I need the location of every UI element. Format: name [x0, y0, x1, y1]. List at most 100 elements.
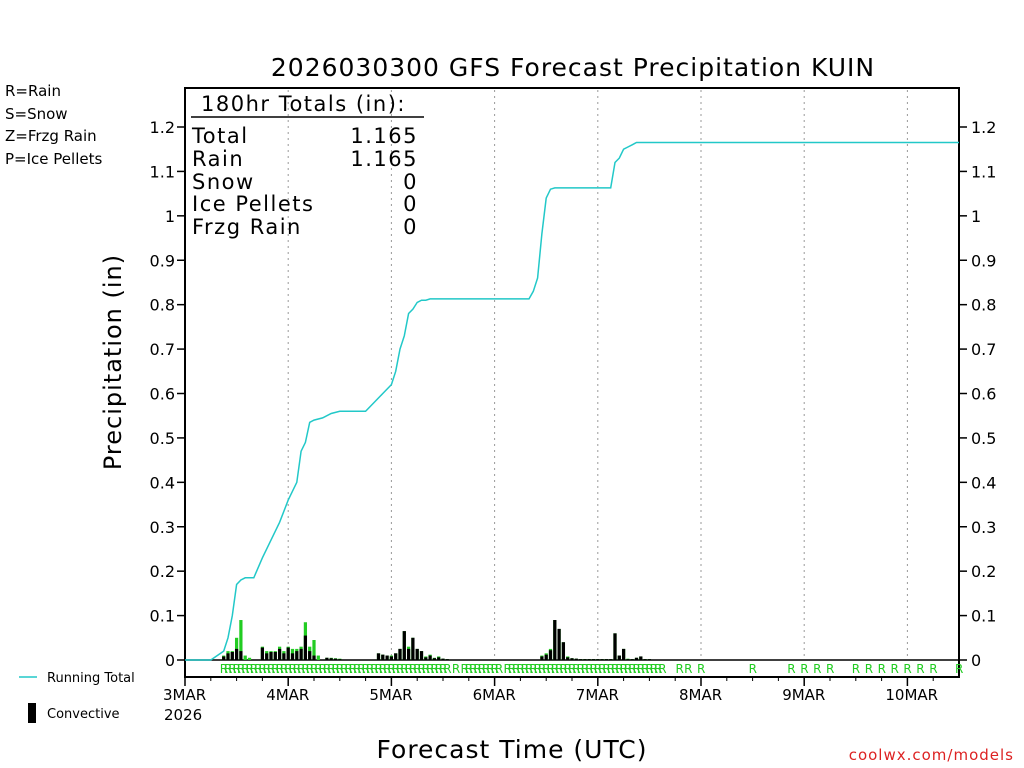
convective-bar: [273, 652, 277, 660]
ptype-marker-rain: R: [486, 662, 494, 676]
x-tick-label: 4MAR: [266, 686, 309, 704]
ptype-marker-rain: R: [383, 662, 391, 676]
ptype-marker-rain: R: [254, 662, 262, 676]
ptype-marker-rain: R: [891, 662, 899, 676]
ptype-marker-rain: R: [418, 662, 426, 676]
convective-bar: [634, 657, 639, 660]
ptype-marker-rain: R: [323, 662, 331, 676]
ptype-marker-rain: R: [916, 662, 924, 676]
ptype-marker-rain: R: [443, 662, 451, 676]
y-tick-label-right: 0: [971, 651, 981, 670]
ptype-marker-rain: R: [697, 662, 705, 676]
ptype-marker-rain: R: [314, 662, 322, 676]
ptype-marker-rain: R: [233, 662, 241, 676]
ptype-marker-rain: R: [650, 662, 658, 676]
y-tick-label-right: 0.7: [971, 340, 996, 359]
legend-ice-pellets: P=Ice Pellets: [5, 150, 102, 168]
x-year-label: 2026: [164, 706, 202, 724]
ptype-marker-rain: R: [224, 662, 232, 676]
convective-bar: [389, 656, 394, 660]
ptype-marker-rain: R: [594, 662, 602, 676]
convective-bar: [561, 642, 566, 660]
y-tick-label-right: 1.2: [971, 118, 996, 137]
convective-bar: [553, 620, 557, 660]
ptype-marker-rain: R: [280, 662, 288, 676]
convective-bar: [617, 655, 621, 660]
ptype-marker-rain: R: [400, 662, 408, 676]
ptype-marker-rain: R: [241, 662, 249, 676]
convective-bar: [333, 658, 338, 660]
ptype-marker-rain: R: [366, 662, 374, 676]
ptype-marker-rain: R: [611, 662, 619, 676]
convective-bar: [376, 653, 381, 660]
convective-bar: [428, 655, 432, 660]
ptype-marker-rain: R: [491, 662, 499, 676]
ptype-marker-rain: R: [392, 662, 400, 676]
x-axis: 3MAR 4MAR 5MAR 6MAR 7MAR 8MAR 9MAR 10MAR: [163, 677, 938, 704]
ptype-marker-rain: R: [555, 662, 563, 676]
precip-bar: [316, 655, 320, 660]
ptype-marker-rain: R: [624, 662, 632, 676]
ptype-marker-rain: R: [344, 662, 352, 676]
ptype-marker-rain: R: [276, 662, 284, 676]
y-tick-label-right: 0.8: [971, 296, 996, 315]
ptype-marker-rain: R: [267, 662, 275, 676]
y-tick-label-right: 0.5: [971, 429, 996, 448]
convective-bar: [600, 659, 604, 660]
convective-bar: [290, 653, 295, 660]
running-total-legend-label: Running Total: [47, 671, 135, 686]
convective-bar: [583, 659, 587, 660]
ptype-marker-rain: R: [306, 662, 314, 676]
ptype-marker-rain: R: [293, 662, 301, 676]
ptype-marker-rain: R: [568, 662, 576, 676]
convective-bar: [329, 658, 333, 660]
convective-bar: [230, 652, 234, 660]
ptype-marker-rain: R: [297, 662, 305, 676]
convective-bar: [639, 656, 643, 660]
y-tick-label-right: 0.6: [971, 385, 996, 404]
convective-bar: [578, 659, 583, 660]
ptype-markers: RRRRRRRRRRRRRRRRRRRRRRRRRRRRRRRRRRRRRRRR…: [220, 662, 964, 676]
ptype-marker-rain: R: [478, 662, 486, 676]
y-tick-label-left: 0.7: [150, 340, 175, 359]
x-tick-label: 3MAR: [163, 686, 206, 704]
totals-value-ice-pellets: 0: [403, 192, 418, 216]
ptype-marker-rain: R: [370, 662, 378, 676]
convective-bar: [312, 655, 316, 660]
ptype-marker-rain: R: [409, 662, 417, 676]
ptype-marker-rain: R: [504, 662, 512, 676]
convective-bar: [402, 631, 406, 660]
convective-bar: [591, 659, 596, 660]
ptype-marker-rain: R: [357, 662, 365, 676]
ptype-marker-rain: R: [585, 662, 593, 676]
ptype-marker-rain: R: [430, 662, 438, 676]
convective-bar: [308, 651, 312, 660]
ptype-marker-rain: R: [405, 662, 413, 676]
chart-title: 2026030300 GFS Forecast Precipitation KU…: [271, 53, 875, 82]
ptype-marker-rain: R: [903, 662, 911, 676]
convective-bar: [441, 658, 445, 660]
ptype-marker-rain: R: [878, 662, 886, 676]
convective-bar: [566, 657, 570, 660]
convective-bar: [226, 653, 230, 660]
y-tick-label-right: 0.2: [971, 562, 996, 581]
ptype-marker-rain: R: [439, 662, 447, 676]
ptype-marker-rain: R: [422, 662, 430, 676]
ptype-marker-rain: R: [336, 662, 344, 676]
y-tick-label-right: 0.9: [971, 251, 996, 270]
totals-value-frzg-rain: 0: [403, 215, 418, 239]
ptype-marker-rain: R: [564, 662, 572, 676]
ptype-marker-rain: R: [258, 662, 266, 676]
convective-legend-swatch: [28, 703, 36, 723]
ptype-marker-rain: R: [426, 662, 434, 676]
ptype-marker-rain: R: [547, 662, 555, 676]
precip-bar: [239, 620, 243, 660]
credit-text: coolwx.com/models: [849, 746, 1014, 764]
x-tick-label: 7MAR: [576, 686, 619, 704]
ptype-marker-rain: R: [271, 662, 279, 676]
convective-bar: [265, 653, 269, 660]
legend-rain: R=Rain: [5, 82, 61, 100]
precip-bar: [247, 657, 252, 660]
ptype-marker-rain: R: [362, 662, 370, 676]
